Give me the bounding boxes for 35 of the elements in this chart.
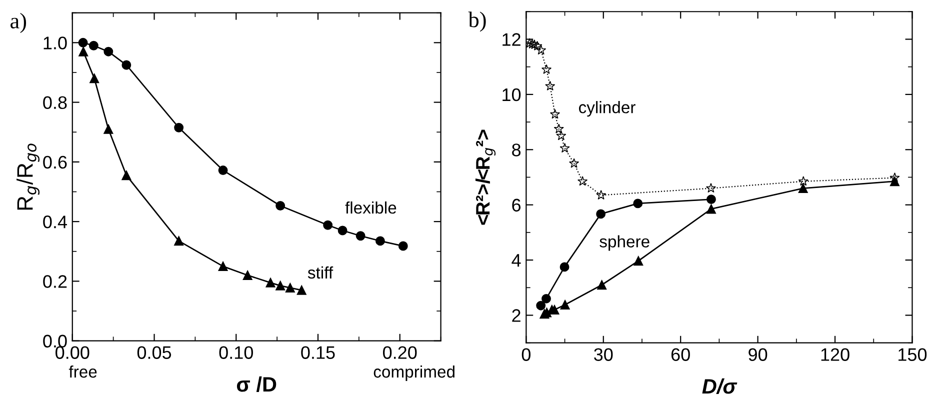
y-tick-label: 6: [512, 198, 521, 212]
y-tick-label: 2: [512, 309, 520, 322]
y-tick-label: 0.2: [43, 275, 67, 288]
x-axis-title: D/σ: [702, 378, 738, 394]
y-tick-label: 4: [512, 254, 521, 267]
annotation: stiff: [308, 266, 334, 279]
text: free: [68, 365, 97, 378]
y-axis-title: R$_{g}$/R$_{go}$: [16, 144, 40, 210]
x-tick-label: 90: [748, 348, 768, 361]
y-tick-label: 8: [512, 144, 521, 156]
x-tick-label: 60: [671, 348, 690, 361]
x-tick-label: 0.05: [137, 346, 172, 359]
text: comprimed: [374, 365, 454, 381]
y-tick-label: 10: [502, 88, 521, 102]
chart-title: b): [468, 12, 486, 32]
annotation: sphere: [600, 235, 650, 251]
x-tick-label: 0.10: [219, 346, 253, 359]
x-tick-label: 0.20: [383, 346, 417, 359]
x-axis-title: σ /D: [236, 376, 276, 392]
y-tick-label: 0.0: [43, 334, 67, 348]
chart-title: a): [10, 12, 26, 33]
annotation: cylinder: [579, 101, 636, 117]
y-tick-label: 12: [502, 33, 520, 46]
y-tick-label: 0.6: [43, 156, 67, 169]
x-tick-label: 30: [594, 348, 613, 361]
x-tick-label: 120: [821, 348, 850, 361]
annotation: flexible: [345, 201, 396, 214]
x-tick-label: 0.15: [301, 346, 335, 359]
x-tick-label: 0: [522, 348, 530, 361]
y-tick-label: 0.4: [43, 216, 67, 228]
y-tick-label: 0.8: [43, 96, 67, 110]
y-axis-title: <R²>/<R$_{g}$²>: [475, 130, 496, 225]
x-tick-label: 150: [898, 348, 927, 361]
y-tick-label: 1.0: [44, 36, 67, 50]
x-tick-label: 0.00: [56, 346, 90, 359]
